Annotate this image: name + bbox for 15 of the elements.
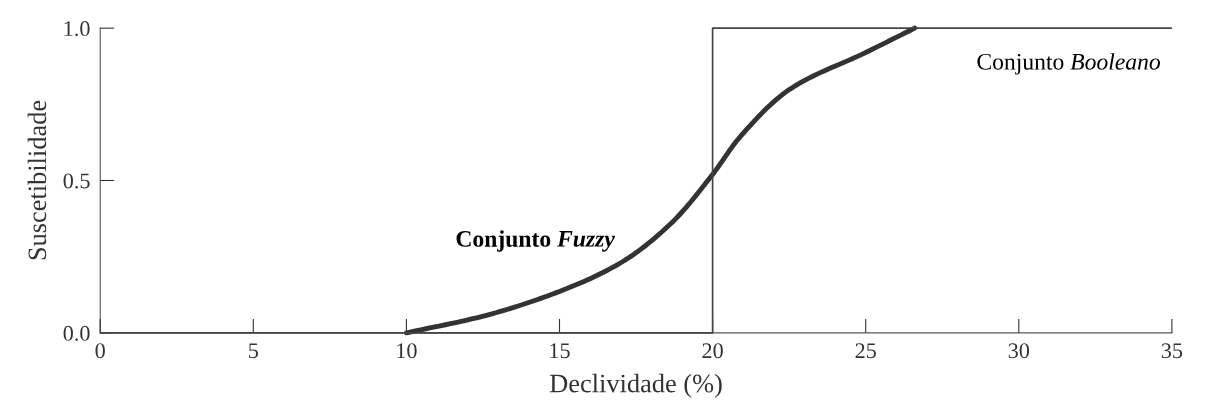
y-tick-label: 1.0 <box>64 21 90 37</box>
series-label: Conjunto Booleano <box>977 53 1160 75</box>
y-tick-label: 0.0 <box>63 325 90 341</box>
x-axis-title: Declividade (%) <box>549 373 722 398</box>
series-label: Conjunto Fuzzy <box>456 230 615 252</box>
x-tick-label: 20 <box>702 343 723 359</box>
x-tick-label: 5 <box>249 343 258 359</box>
x-tick-label: 0 <box>95 343 105 359</box>
x-tick-label: 25 <box>855 343 876 359</box>
y-axis-title: Suscetibilidade <box>27 100 47 260</box>
y-tick-label: 0.5 <box>63 173 90 189</box>
x-tick-label: 35 <box>1161 343 1183 359</box>
x-tick-label: 15 <box>550 343 570 359</box>
x-tick-label: 10 <box>397 343 417 359</box>
x-tick-label: 30 <box>1008 343 1030 359</box>
